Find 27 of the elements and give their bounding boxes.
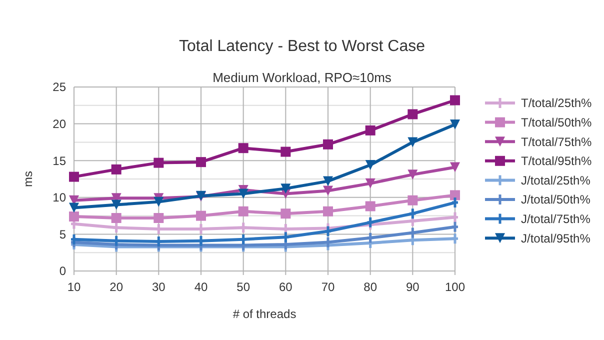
y-tick-label: 0: [59, 264, 66, 278]
x-tick-label: 80: [364, 280, 378, 294]
legend-label: J/total/95th%: [521, 231, 591, 246]
legend-label: T/total/95th%: [521, 154, 592, 168]
chart-subtitle: Medium Workload, RPO≈10ms: [212, 70, 392, 85]
legend-label: T/total/75th%: [521, 134, 592, 149]
x-tick-label: 100: [444, 280, 466, 294]
legend-label: J/total/25th%: [521, 173, 591, 188]
x-tick-label: 60: [278, 280, 293, 294]
x-tick-label: 70: [321, 280, 335, 294]
chart-title: Total Latency - Best to Worst Case: [178, 38, 426, 55]
legend-label: T/total/25th%: [521, 96, 592, 110]
y-tick-label: 15: [52, 154, 66, 168]
x-axis-title: # of threads: [232, 307, 296, 321]
x-tick-label: 90: [406, 280, 420, 294]
legend-label: J/total/50th%: [521, 192, 591, 207]
y-tick-label: 10: [52, 190, 66, 205]
x-tick-label: 30: [152, 280, 166, 294]
y-axis-title: ms: [21, 171, 35, 187]
x-tick-label: 20: [110, 280, 124, 294]
legend-label: T/total/50th%: [521, 116, 592, 130]
x-tick-label: 40: [194, 280, 208, 294]
legend-label: J/total/75th%: [521, 212, 591, 226]
x-tick-label: 50: [236, 280, 250, 294]
y-tick-label: 5: [59, 227, 66, 242]
y-tick-label: 20: [52, 117, 66, 131]
y-tick-label: 25: [52, 80, 66, 94]
